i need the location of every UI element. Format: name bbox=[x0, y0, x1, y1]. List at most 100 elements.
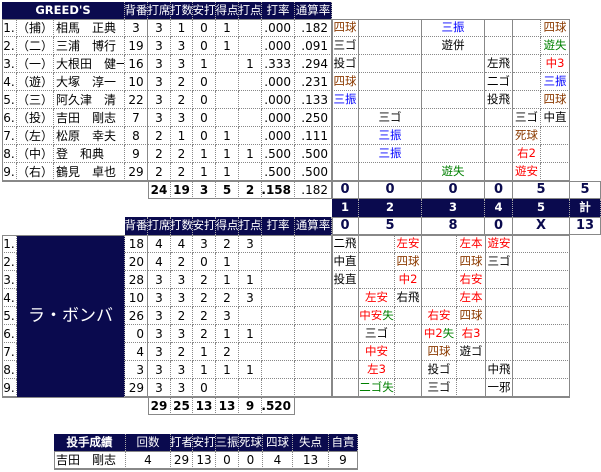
stat-ab: 2 bbox=[171, 163, 193, 181]
stat-pa: 3 bbox=[148, 73, 171, 91]
stat-pa: 3 bbox=[148, 55, 171, 73]
at-bat-result bbox=[359, 19, 422, 37]
stat-r: 1 bbox=[216, 127, 239, 145]
batting-order: 2. bbox=[2, 253, 17, 271]
batting-order: 4. bbox=[2, 73, 17, 91]
batting-order: 3. bbox=[2, 271, 17, 289]
stat-rbi bbox=[239, 379, 262, 397]
stat-season: .294 bbox=[295, 55, 332, 73]
at-bat-result-text: 中安失 bbox=[359, 307, 394, 322]
stat-pa: 3 bbox=[148, 307, 171, 325]
pitcher-name: 吉田 剛志 bbox=[54, 451, 126, 469]
batting-order: 2. bbox=[2, 37, 17, 55]
at-bat-result: 投直 bbox=[332, 271, 359, 289]
total-ab: 25 bbox=[171, 397, 193, 415]
stat-pa: 3 bbox=[148, 361, 171, 379]
column-header-no: 背番 bbox=[125, 2, 148, 19]
stat-rbi bbox=[239, 127, 262, 145]
at-bat-result: 右飛 bbox=[395, 289, 422, 307]
at-bat-result: 右3 bbox=[457, 325, 486, 343]
stat-season: .111 bbox=[295, 127, 332, 145]
at-bat-result bbox=[332, 379, 359, 397]
at-bat-result bbox=[332, 325, 359, 343]
bottom-inning-score: 8 bbox=[422, 217, 485, 235]
at-bat-result bbox=[486, 325, 513, 343]
at-bat-result: 遊併 bbox=[422, 37, 485, 55]
stat-pa: 2 bbox=[148, 163, 171, 181]
stat-avg: .500 bbox=[262, 163, 295, 181]
batting-order: 4. bbox=[2, 289, 17, 307]
pitching-stat: 4 bbox=[126, 451, 171, 469]
column-header-season: 通算率 bbox=[295, 2, 332, 19]
at-bat-result bbox=[359, 37, 422, 55]
stat-h: 0 bbox=[193, 127, 216, 145]
stat-h: 0 bbox=[193, 73, 216, 91]
bottom-inning-score: 5 bbox=[359, 217, 422, 235]
at-bat-result bbox=[485, 37, 513, 55]
stat-h: 1 bbox=[193, 343, 216, 361]
at-bat-result bbox=[513, 19, 541, 37]
stat-r: 1 bbox=[216, 325, 239, 343]
at-bat-result: 四球 bbox=[541, 91, 570, 109]
stat-pa: 3 bbox=[148, 325, 171, 343]
at-bat-result bbox=[513, 361, 570, 379]
stat-season bbox=[295, 343, 332, 361]
at-bat-result: 中3 bbox=[541, 55, 570, 73]
at-bat-result bbox=[332, 109, 359, 127]
stat-rbi bbox=[239, 109, 262, 127]
batting-order: 6. bbox=[2, 109, 17, 127]
position: （二） bbox=[17, 37, 54, 55]
at-bat-result bbox=[457, 361, 486, 379]
total-pa: 24 bbox=[148, 181, 171, 199]
total-rbi: 2 bbox=[239, 181, 262, 199]
at-bat-result: 中直 bbox=[332, 253, 359, 271]
stat-r: 1 bbox=[216, 271, 239, 289]
stat-r bbox=[216, 73, 239, 91]
total-avg: .158 bbox=[262, 181, 295, 199]
position: （左） bbox=[17, 127, 54, 145]
column-header-ab: 打数 bbox=[171, 2, 193, 19]
stat-rbi: 1 bbox=[239, 361, 262, 379]
at-bat-result: 四球 bbox=[395, 253, 422, 271]
stat-rbi bbox=[239, 307, 262, 325]
batting-order: 9. bbox=[2, 379, 17, 397]
inning-header: 4 bbox=[485, 199, 513, 217]
stat-season bbox=[295, 271, 332, 289]
stat-r: 1 bbox=[216, 37, 239, 55]
at-bat-result bbox=[486, 307, 513, 325]
stat-rbi bbox=[239, 37, 262, 55]
stat-h: 0 bbox=[193, 19, 216, 37]
stat-rbi: 1 bbox=[239, 325, 262, 343]
stat-avg bbox=[262, 325, 295, 343]
stat-no: 3 bbox=[125, 19, 148, 37]
at-bat-result: 遊安 bbox=[513, 163, 541, 181]
at-bat-result bbox=[422, 73, 485, 91]
stat-avg bbox=[262, 235, 295, 253]
total-pa: 29 bbox=[148, 397, 171, 415]
stat-no: 28 bbox=[125, 271, 148, 289]
stat-ab: 3 bbox=[171, 361, 193, 379]
stat-pa: 4 bbox=[148, 253, 171, 271]
at-bat-result: 中直 bbox=[541, 109, 570, 127]
at-bat-result bbox=[422, 145, 485, 163]
at-bat-result: 遊ゴ bbox=[457, 343, 486, 361]
stat-rbi: 1 bbox=[239, 145, 262, 163]
stat-r: 1 bbox=[216, 145, 239, 163]
stat-pa: 3 bbox=[148, 343, 171, 361]
stat-no: 19 bbox=[125, 37, 148, 55]
column-header-pa: 打席 bbox=[148, 2, 171, 19]
stat-no: 20 bbox=[125, 253, 148, 271]
stat-avg bbox=[262, 289, 295, 307]
player-name: 鶴見 卓也 bbox=[54, 163, 125, 181]
at-bat-result bbox=[422, 55, 485, 73]
stat-ab: 3 bbox=[171, 379, 193, 397]
at-bat-result: 中2失 bbox=[422, 325, 457, 343]
stat-r bbox=[216, 55, 239, 73]
stat-rbi bbox=[239, 343, 262, 361]
stat-ab: 2 bbox=[171, 343, 193, 361]
stat-no: 8 bbox=[125, 127, 148, 145]
stat-h: 0 bbox=[193, 379, 216, 397]
at-bat-result: 死球 bbox=[513, 127, 541, 145]
stat-pa: 3 bbox=[148, 91, 171, 109]
stat-rbi bbox=[239, 19, 262, 37]
